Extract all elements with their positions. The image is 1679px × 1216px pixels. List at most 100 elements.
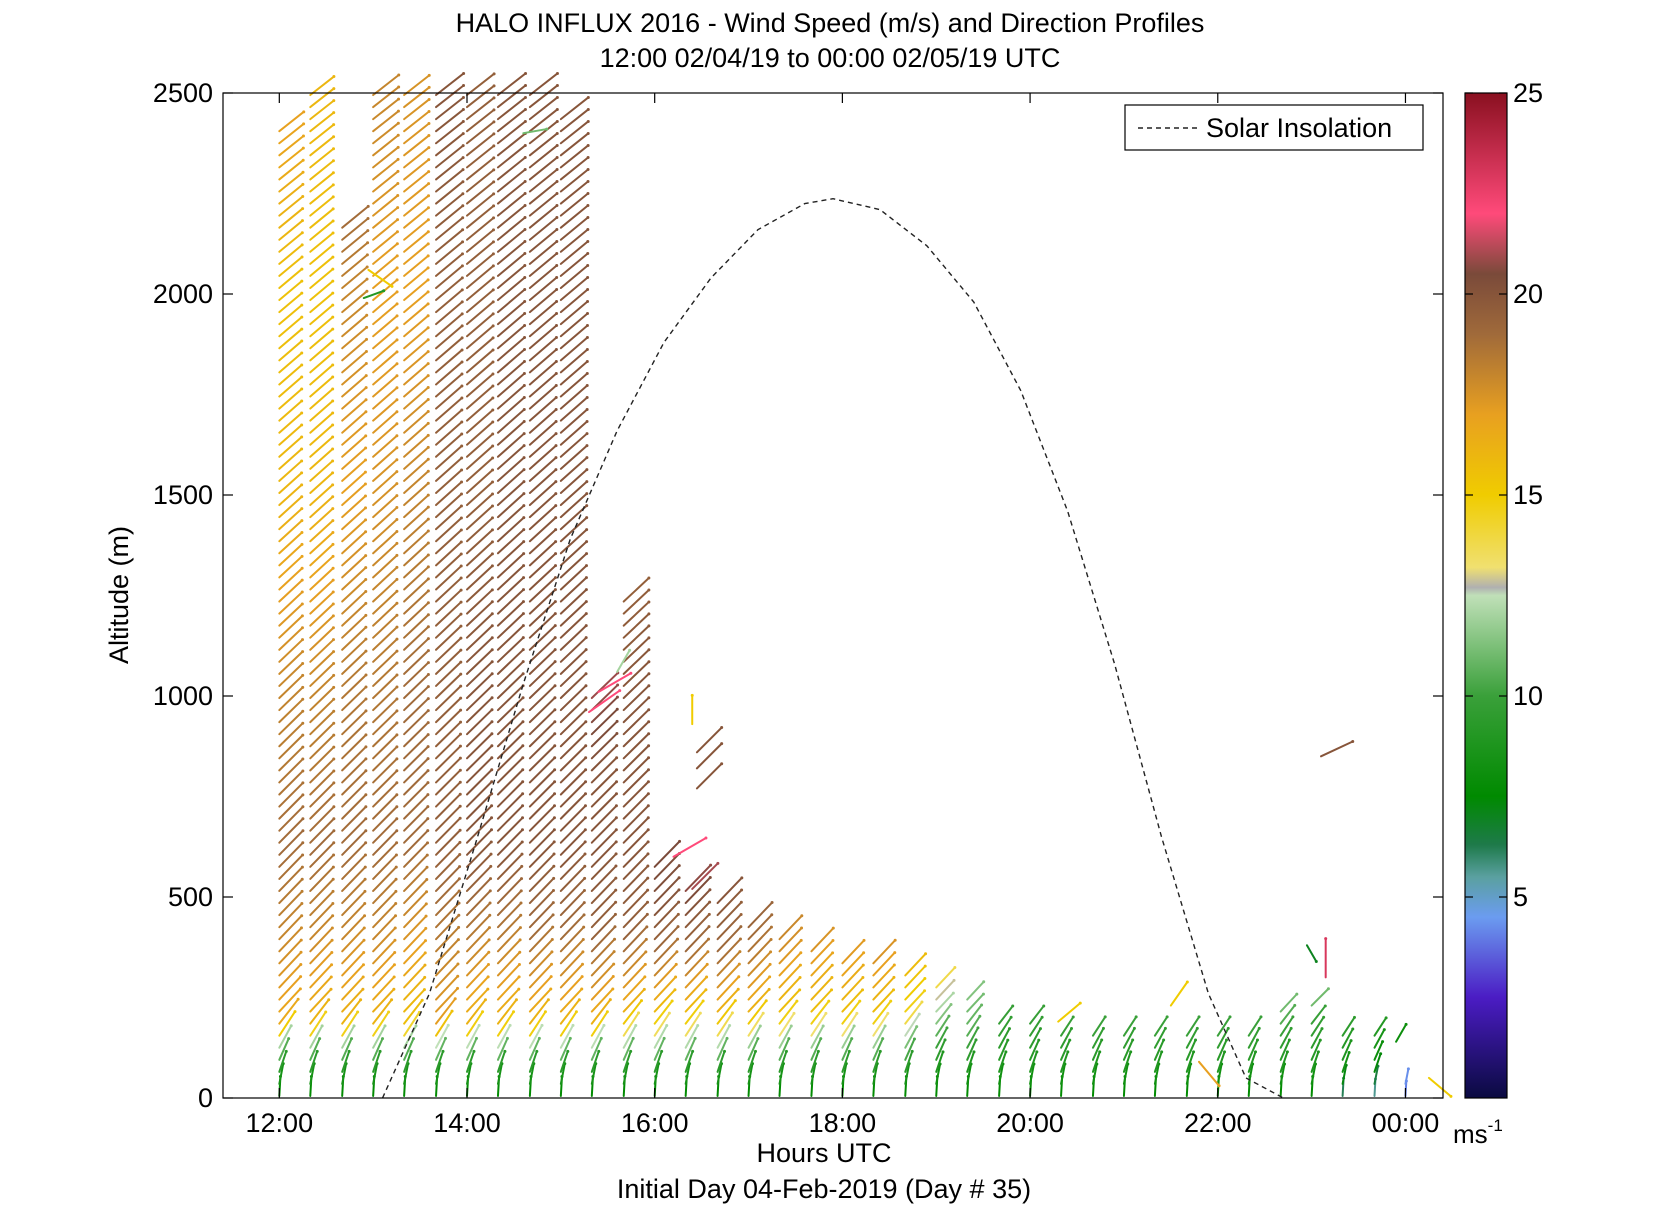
wind-vector (341, 866, 367, 892)
wind-vector (590, 828, 618, 856)
wind-vector-head (396, 145, 400, 149)
wind-vector-head (331, 626, 335, 630)
wind-vector-head (363, 865, 367, 869)
wind-vector (372, 158, 400, 181)
wind-vector-head (522, 516, 526, 520)
wind-vector (372, 602, 398, 627)
wind-vector-head (381, 1037, 385, 1041)
wind-vector (528, 648, 557, 675)
wind-vector (496, 504, 525, 531)
wind-vector (466, 240, 495, 265)
wind-vector (403, 230, 430, 253)
wind-vector (496, 840, 524, 868)
y-tick-label: 0 (198, 1083, 213, 1113)
wind-vector-head (491, 312, 495, 316)
wind-vector-head (555, 300, 559, 304)
wind-vector (1153, 1015, 1169, 1037)
wind-vector-head (585, 540, 589, 544)
wind-vector-head (331, 219, 335, 223)
wind-vector (559, 252, 589, 277)
wind-vector (403, 976, 426, 1001)
wind-vector-head (427, 85, 431, 89)
wind-vector-head (395, 242, 399, 246)
wind-vector-head (332, 853, 336, 857)
wind-vector-head (642, 987, 646, 991)
wind-vector-head (1006, 1038, 1010, 1042)
wind-vector (716, 950, 741, 977)
wind-vector-head (523, 336, 527, 340)
wind-vector (496, 926, 522, 953)
wind-vector (466, 648, 494, 675)
wind-vector (435, 841, 461, 868)
wind-vector-head (427, 194, 431, 198)
wind-vector (1247, 1039, 1259, 1061)
wind-vector-head (798, 975, 802, 979)
wind-vector (435, 481, 463, 507)
wind-vector-head (461, 240, 465, 244)
wind-vector-head (555, 179, 559, 183)
wind-vector-head (517, 975, 521, 979)
wind-vector (435, 697, 462, 724)
wind-vector (309, 159, 335, 181)
wind-vector (466, 156, 495, 181)
wind-vector (435, 468, 463, 494)
wind-vector (778, 951, 802, 977)
wind-vector-head (426, 362, 430, 366)
wind-vector-head (364, 709, 368, 713)
wind-vector-head (795, 999, 799, 1003)
wind-vector (309, 769, 335, 796)
wind-vector (341, 483, 367, 507)
wind-vector-head (392, 987, 396, 991)
wind-vector (496, 468, 525, 494)
wind-vector (496, 84, 527, 109)
wind-vector (841, 1037, 853, 1061)
wind-vector (496, 600, 525, 627)
wind-vector-head (1132, 1026, 1136, 1030)
wind-vector (341, 326, 368, 350)
wind-vector-head (331, 351, 335, 355)
wind-vector-head (425, 890, 429, 894)
wind-vector (590, 975, 615, 1001)
wind-vector (496, 276, 526, 302)
wind-vector-head (395, 577, 399, 581)
wind-vector-head (460, 300, 464, 304)
wind-vector-head (364, 506, 368, 510)
wind-vector (1404, 1067, 1410, 1085)
wind-vector-head (1259, 1015, 1263, 1019)
wind-vector-head (458, 804, 462, 808)
wind-vector-head (395, 601, 399, 605)
wind-vector-head (552, 852, 556, 856)
wind-vector-head (300, 231, 304, 235)
wind-vector (309, 328, 334, 350)
wind-vector (278, 304, 303, 326)
wind-vector-head (522, 408, 526, 412)
wind-vector (904, 1025, 918, 1049)
wind-vector (1247, 1050, 1257, 1073)
wind-vector-head (458, 865, 462, 869)
wind-vector-head (301, 662, 305, 666)
wind-vector-head (1254, 1050, 1258, 1054)
wind-vector-head (472, 1049, 476, 1053)
wind-vector-head (458, 840, 462, 844)
wind-vector-head (490, 504, 494, 508)
wind-vector-head (554, 336, 558, 340)
wind-vector-head (462, 71, 466, 75)
wind-vector (435, 144, 465, 169)
wind-vector (309, 710, 335, 736)
wind-vector (496, 672, 525, 700)
wind-vector-head (301, 146, 305, 150)
wind-vector-head (300, 435, 304, 439)
wind-vector-head (599, 1036, 603, 1040)
wind-vector-head (554, 516, 558, 520)
wind-vector (341, 1010, 359, 1037)
wind-vector-head (396, 169, 400, 173)
wind-vector-head (1352, 1015, 1356, 1019)
wind-vector-head (460, 336, 464, 340)
wind-vector (622, 792, 650, 820)
wind-vector-head (1098, 1050, 1102, 1054)
wind-vector (496, 963, 521, 989)
wind-vector-head (1384, 1016, 1388, 1020)
colorbar-tick-label: 15 (1513, 480, 1543, 510)
wind-vector-head (554, 372, 558, 376)
wind-vector-head (459, 648, 463, 652)
